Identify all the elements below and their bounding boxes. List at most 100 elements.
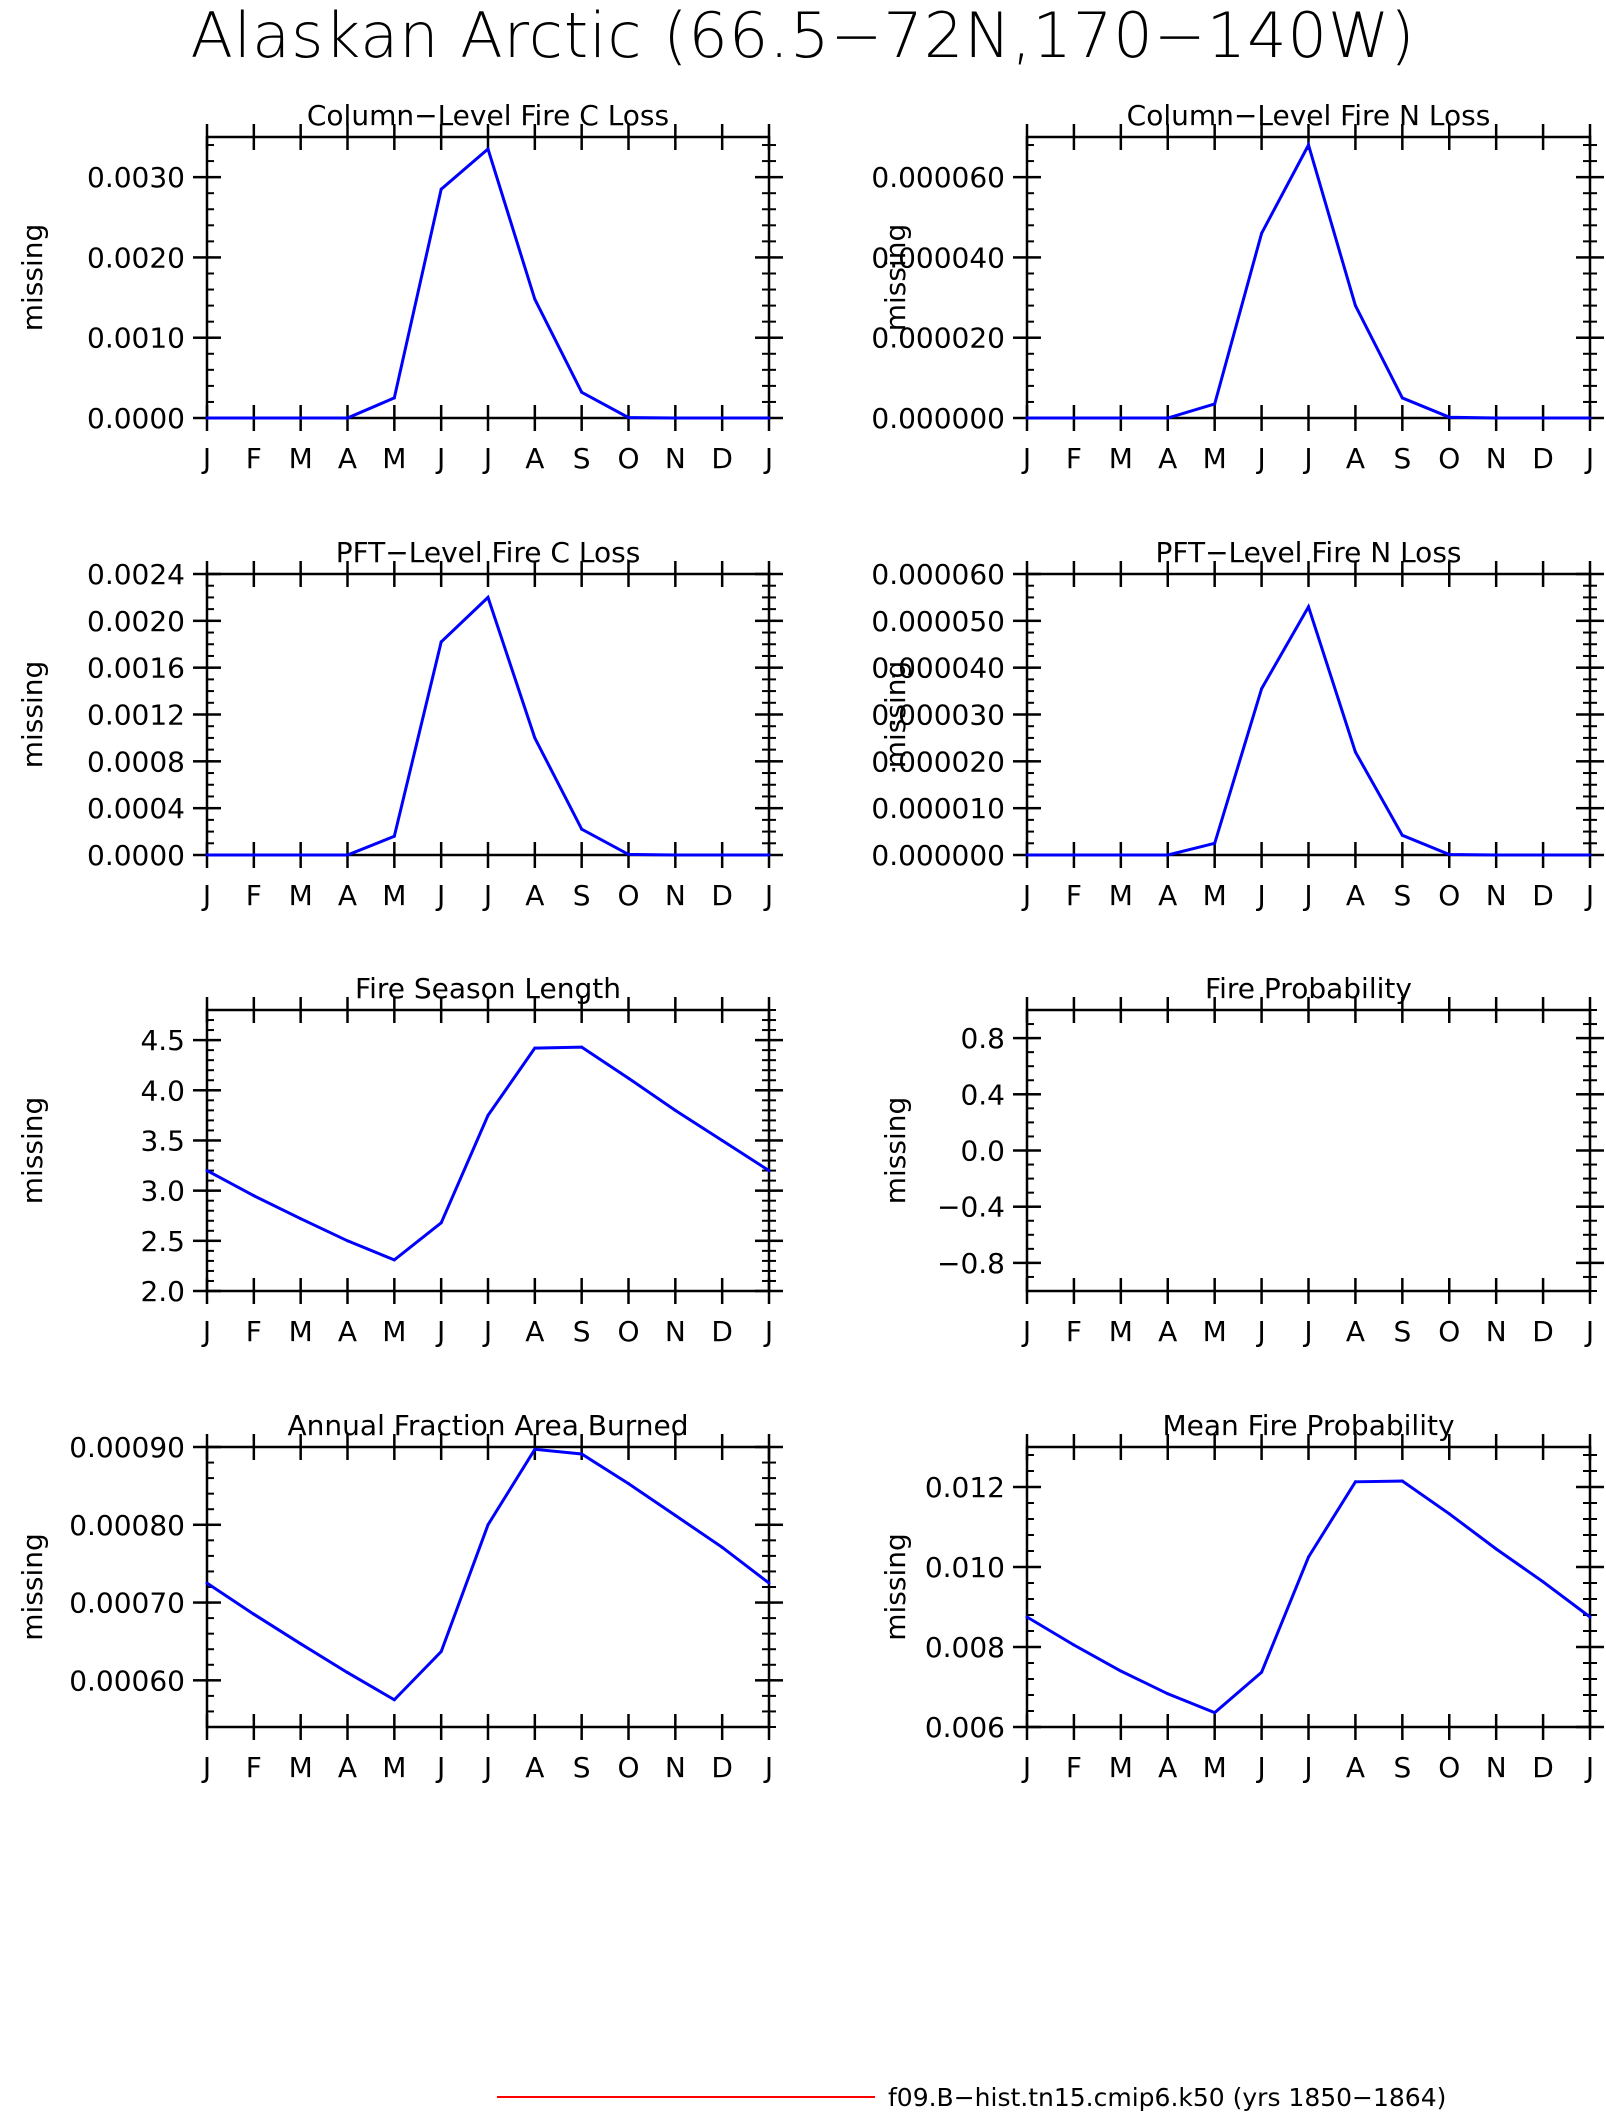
y-tick-label: 3.5 [140,1124,185,1157]
data-point [533,736,537,740]
x-tick-label: J [763,1315,773,1348]
y-tick-label: 2.5 [140,1225,185,1258]
plot-frame [1025,1445,1592,1729]
data-point [1260,1670,1264,1674]
y-tick-label: 0.012 [925,1471,1005,1504]
x-tick-label: M [1109,442,1133,475]
x-tick-label: S [573,1751,591,1784]
data-point [767,1581,771,1585]
y-tick-label: 0.0020 [87,605,185,638]
y-tick-label: 0.00090 [69,1431,185,1464]
data-point [673,1513,677,1517]
y-tick-label: 0.000040 [871,241,1005,274]
data-point [1025,853,1029,857]
x-tick-label: J [1584,442,1594,475]
x-tick-label: N [1486,442,1507,475]
x-tick-label: N [1486,879,1507,912]
data-point [627,852,630,856]
x-tick-label: J [763,442,773,475]
x-tick-label: M [289,1751,313,1784]
y-tick-label: 0.000020 [871,322,1005,355]
x-tick-label: J [482,442,492,475]
data-point [346,416,349,420]
x-tick-label: F [246,1315,262,1348]
data-point [580,1045,584,1049]
x-tick-label: D [711,879,733,912]
data-point [1213,1711,1217,1715]
data-point [1447,1512,1451,1516]
x-tick-label: A [1158,1751,1177,1784]
data-point [252,1612,256,1616]
x-tick-label: S [1393,879,1411,912]
data-point [1307,605,1310,609]
data-point [1307,143,1310,147]
y-tick-label: 0.0000 [87,839,185,872]
x-tick-label: J [435,1751,445,1784]
y-tick-label: 0.000000 [871,839,1005,872]
y-tick-label: 0.0030 [87,161,185,194]
x-tick-label: A [1158,1315,1177,1348]
x-tick-label: J [1584,879,1594,912]
x-tick-label: A [338,1751,357,1784]
x-tick-label: D [1532,1751,1554,1784]
data-point [439,187,443,191]
data-point [439,1650,443,1654]
data-point [439,1221,443,1225]
x-tick-label: M [289,879,313,912]
plot-frame [1025,135,1592,420]
data-point [1213,841,1217,845]
y-tick-label: 0.0008 [87,745,185,778]
data-point [720,1545,724,1549]
data-point [486,1113,490,1117]
data-point [767,1169,771,1173]
data-point [580,827,584,831]
x-tick-label: A [525,442,544,475]
x-tick-label: A [1158,442,1177,475]
x-tick-label: N [665,879,686,912]
data-point [486,147,490,151]
data-point [580,1452,584,1456]
x-tick-label: F [1066,442,1082,475]
y-tick-label: 0.010 [925,1551,1005,1584]
data-point [392,834,396,838]
x-tick-label: N [665,1315,686,1348]
data-point [299,416,303,420]
data-point [346,853,349,857]
x-tick-label: A [525,879,544,912]
x-tick-label: J [201,1315,211,1348]
x-tick-label: A [338,442,357,475]
data-point [533,1046,537,1050]
x-tick-label: J [1255,879,1265,912]
x-tick-label: A [338,1315,357,1348]
y-tick-label: 0.000050 [871,605,1005,638]
data-point [580,390,584,394]
x-tick-label: A [338,879,357,912]
x-tick-label: M [1203,1751,1227,1784]
y-tick-label: 0.0024 [87,558,185,591]
x-tick-label: D [1532,1315,1554,1348]
x-tick-label: J [1021,1751,1031,1784]
data-point [1166,853,1170,857]
data-point [1213,402,1217,406]
data-point [673,416,677,420]
data-point [392,1698,396,1702]
x-tick-label: J [1021,879,1031,912]
x-tick-label: O [1438,1315,1460,1348]
data-point [627,1482,630,1486]
plot-frame [205,572,771,857]
y-tick-label: 0.000000 [871,402,1005,435]
x-tick-label: A [1158,879,1177,912]
data-point [720,416,724,420]
data-point [1588,853,1592,857]
x-tick-label: N [665,1751,686,1784]
x-tick-label: M [1109,879,1133,912]
x-tick-label: O [1438,1751,1460,1784]
data-point [1353,1480,1357,1484]
data-point [299,1217,303,1221]
y-axis-label: missing [16,224,49,332]
data-point [1072,416,1076,420]
x-tick-label: N [1486,1751,1507,1784]
